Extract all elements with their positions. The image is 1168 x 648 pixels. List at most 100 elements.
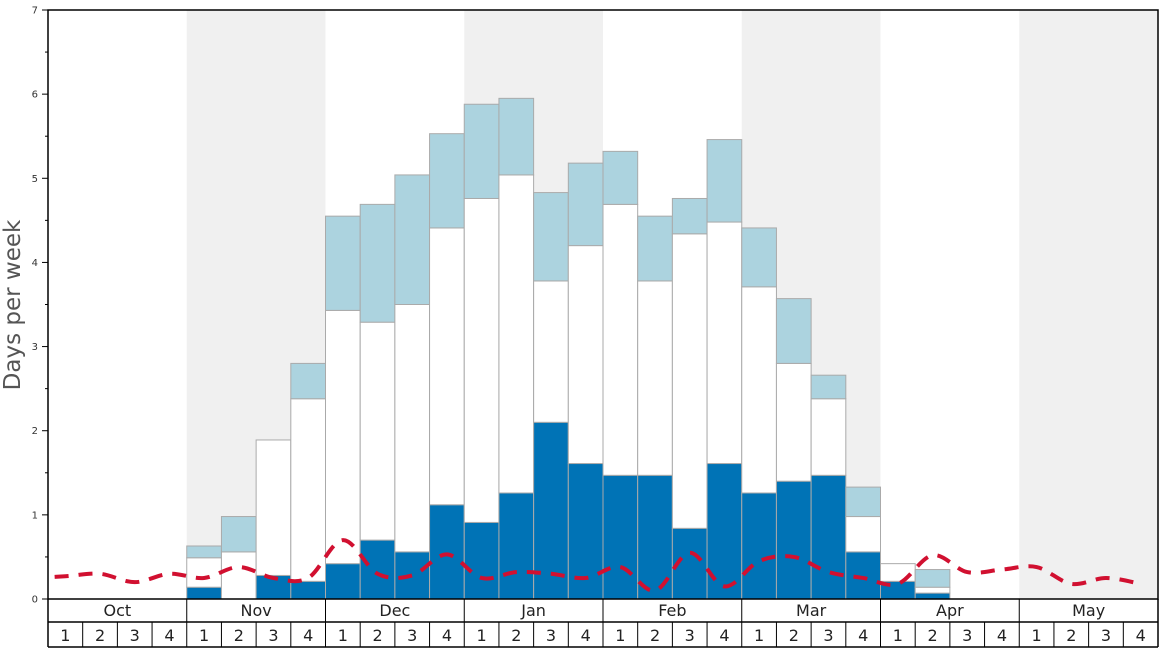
bar-dark-mar-w2 xyxy=(775,480,812,600)
week-label: 3 xyxy=(407,626,417,645)
bar-white-dec-w2 xyxy=(359,321,396,541)
bar-light-dec-w2 xyxy=(359,203,396,323)
week-label: 3 xyxy=(268,626,278,645)
bar-white-jan-w4 xyxy=(567,245,604,465)
y-tick-label: 0 xyxy=(32,595,38,606)
month-label-mar: Mar xyxy=(796,601,827,620)
month-label-dec: Dec xyxy=(379,601,410,620)
bar-white-mar-w4 xyxy=(845,516,881,553)
month-label-jan: Jan xyxy=(520,601,546,620)
bar-light-jan-w2 xyxy=(498,97,535,176)
week-label: 2 xyxy=(1066,626,1076,645)
bar-light-feb-w3 xyxy=(671,197,708,235)
week-label: 3 xyxy=(130,626,140,645)
week-label: 2 xyxy=(650,626,660,645)
bar-dark-dec-w1 xyxy=(325,563,361,600)
bar-dark-mar-w4 xyxy=(845,551,881,600)
bar-dark-feb-w1 xyxy=(602,474,639,600)
y-tick-label: 4 xyxy=(32,258,38,269)
bar-white-jan-w1 xyxy=(463,197,500,523)
bar-white-nov-w2 xyxy=(220,551,257,600)
y-tick-label: 5 xyxy=(32,174,38,185)
bar-white-dec-w1 xyxy=(325,309,361,565)
line-layer xyxy=(48,538,1142,593)
bar-dark-mar-w1 xyxy=(741,492,777,600)
bar-white-feb-w1 xyxy=(602,203,639,476)
bar-white-apr-w2 xyxy=(914,586,951,594)
bar-white-jan-w2 xyxy=(498,174,535,494)
week-label: 1 xyxy=(477,626,487,645)
y-tick-label: 1 xyxy=(32,510,38,521)
week-label: 3 xyxy=(685,626,695,645)
axes-layer: 0 1 2 3 4 5 6 7 Oct Nov Dec Jan Feb Mar Apr May 1 2 3 4 1 2 3 4… xyxy=(32,6,1159,648)
week-label: 1 xyxy=(338,626,348,645)
month-label-may: May xyxy=(1072,601,1105,620)
bar-white-nov-w3 xyxy=(255,439,292,576)
week-label: 2 xyxy=(95,626,105,645)
dashed-series-line xyxy=(48,538,1142,593)
week-label: 2 xyxy=(234,626,244,645)
week-label: 1 xyxy=(893,626,903,645)
bar-dark-jan-w1 xyxy=(463,521,500,600)
bar-dark-dec-w4 xyxy=(429,504,465,600)
bar-light-apr-w2 xyxy=(914,569,951,588)
week-label: 4 xyxy=(858,626,868,645)
bar-light-nov-w1 xyxy=(186,545,222,559)
bar-dark-jan-w2 xyxy=(498,492,535,600)
month-label-feb: Feb xyxy=(658,601,686,620)
week-label: 4 xyxy=(303,626,313,645)
bar-light-jan-w4 xyxy=(567,162,604,247)
week-label: 1 xyxy=(754,626,764,645)
week-label: 2 xyxy=(511,626,521,645)
bar-white-feb-w3 xyxy=(671,233,708,529)
month-label-oct: Oct xyxy=(104,601,132,620)
y-tick-label: 2 xyxy=(32,426,38,437)
bar-white-dec-w4 xyxy=(429,227,465,506)
week-label: 4 xyxy=(581,626,591,645)
bar-dark-dec-w2 xyxy=(359,539,396,600)
bar-light-mar-w2 xyxy=(775,298,812,364)
bar-light-mar-w3 xyxy=(810,374,847,400)
week-label: 1 xyxy=(615,626,625,645)
bar-light-jan-w1 xyxy=(463,103,500,199)
bar-light-nov-w4 xyxy=(290,362,326,400)
bar-white-nov-w4 xyxy=(290,398,326,582)
week-label: 4 xyxy=(719,626,729,645)
week-label: 3 xyxy=(546,626,556,645)
y-tick-label: 3 xyxy=(32,342,38,353)
bar-white-mar-w1 xyxy=(741,286,777,494)
bar-dark-apr-w2 xyxy=(914,592,951,600)
bar-light-dec-w4 xyxy=(429,133,465,229)
bar-light-mar-w1 xyxy=(741,227,777,288)
week-label: 4 xyxy=(164,626,174,645)
week-label: 3 xyxy=(823,626,833,645)
bar-light-feb-w4 xyxy=(706,139,743,223)
y-tick-label: 7 xyxy=(32,6,38,17)
week-label: 4 xyxy=(997,626,1007,645)
bar-white-mar-w3 xyxy=(810,398,847,476)
bar-dark-nov-w4 xyxy=(290,580,326,600)
week-label: 3 xyxy=(1101,626,1111,645)
month-label-apr: Apr xyxy=(936,601,964,620)
bar-dark-nov-w1 xyxy=(186,586,222,600)
y-axis-label: Days per week xyxy=(0,219,26,390)
bar-white-jan-w3 xyxy=(533,280,569,423)
week-label: 4 xyxy=(442,626,452,645)
bar-light-jan-w3 xyxy=(533,192,569,282)
bar-light-feb-w2 xyxy=(637,215,673,282)
bar-light-mar-w4 xyxy=(845,486,881,518)
month-band-may xyxy=(1019,10,1158,599)
y-tick-label: 6 xyxy=(32,90,38,101)
week-label: 2 xyxy=(789,626,799,645)
bar-white-feb-w4 xyxy=(706,221,743,465)
bar-white-nov-w1 xyxy=(186,557,222,588)
bar-white-dec-w3 xyxy=(394,304,431,553)
week-label: 1 xyxy=(60,626,70,645)
bar-light-feb-w1 xyxy=(602,150,639,205)
bar-white-feb-w2 xyxy=(637,280,673,476)
week-label: 2 xyxy=(372,626,382,645)
week-label: 1 xyxy=(199,626,209,645)
bar-white-mar-w2 xyxy=(775,362,812,482)
